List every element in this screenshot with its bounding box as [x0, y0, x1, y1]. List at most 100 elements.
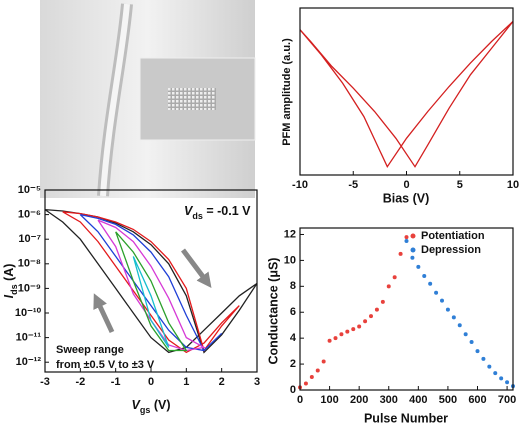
y-tick-label: 0: [290, 384, 296, 396]
point: [481, 356, 486, 361]
symbol: I: [2, 294, 16, 298]
symbol: V: [132, 398, 142, 412]
point: [327, 338, 332, 343]
x-tick-label: 5: [457, 179, 463, 191]
x-tick-label: -5: [348, 179, 358, 191]
point: [487, 364, 492, 369]
x-tick-label: -1: [111, 376, 121, 388]
y-axis-title: Ids (A): [2, 264, 19, 299]
x-tick-label: 0: [148, 376, 154, 388]
sweep-arrow: [181, 248, 212, 288]
legend-label: Potentiation: [421, 230, 485, 242]
y-tick-label: 10⁻¹¹: [16, 332, 42, 344]
x-tick-label: -3: [40, 376, 50, 388]
y-tick-label: 4: [290, 332, 297, 344]
x-tick-label: 1: [183, 376, 189, 388]
point: [398, 251, 403, 256]
point: [499, 376, 504, 381]
point: [428, 281, 433, 286]
point: [321, 359, 326, 364]
point: [404, 238, 409, 243]
point: [380, 299, 385, 304]
x-tick-label: -10: [292, 179, 308, 191]
point: [309, 375, 314, 380]
point: [351, 327, 356, 332]
line: [62, 211, 240, 354]
point: [440, 298, 444, 303]
point: [363, 319, 368, 324]
point: [410, 255, 415, 260]
y-tick-label: 10⁻⁶: [18, 209, 41, 221]
x-axis-title: Bias (V): [383, 191, 430, 205]
point: [457, 323, 462, 328]
x-tick-label: 600: [468, 394, 486, 406]
y-tick-label: 10⁻¹²: [16, 356, 42, 368]
axes-frame: [299, 227, 514, 391]
point: [386, 284, 391, 289]
y-tick-label: 10⁻⁷: [18, 233, 41, 245]
point: [374, 307, 379, 312]
y-tick-label: 8: [290, 280, 296, 292]
x-axis-title: Vgs (V): [132, 398, 171, 415]
y-tick-label: 10⁻¹⁰: [15, 307, 42, 319]
device-array: [168, 88, 216, 110]
point: [475, 349, 480, 354]
y-tick-label: 2: [290, 358, 296, 370]
y-axis-title: PFM amplitude (a.u.): [281, 38, 293, 146]
x-tick-label: 700: [498, 394, 516, 406]
point: [505, 380, 510, 385]
point: [493, 371, 498, 376]
y-tick-label: 12: [284, 228, 296, 240]
tube-highlight: [100, 3, 130, 197]
note: from ±0.5 V to ±3 V: [56, 359, 155, 371]
y-tick-label: 10⁻⁸: [18, 258, 41, 270]
point: [434, 290, 439, 295]
axes-frame: [299, 7, 514, 176]
point: [369, 314, 373, 319]
line: [45, 208, 257, 354]
annotation: Vds = -0.1 V: [184, 204, 251, 221]
axes-frame: [44, 189, 258, 373]
point: [422, 273, 427, 278]
legend-label: Depression: [421, 244, 481, 256]
point: [357, 324, 362, 329]
legend-marker: [410, 233, 416, 239]
point: [416, 264, 421, 269]
annotation-text: = -0.1 V: [203, 204, 251, 218]
unit: (A): [2, 264, 16, 285]
y-tick-label: 6: [290, 306, 296, 318]
x-tick-label: 0: [297, 394, 303, 406]
point: [303, 381, 308, 386]
point: [463, 332, 468, 337]
line: [300, 20, 513, 169]
y-axis-title: Conductance (μS): [266, 258, 280, 365]
subscript: ds: [9, 284, 19, 295]
subscript: ds: [192, 211, 203, 221]
legend-marker: [410, 247, 416, 253]
x-tick-label: 200: [350, 394, 368, 406]
line: [132, 256, 170, 348]
point: [469, 340, 474, 345]
point: [333, 336, 338, 341]
x-tick-label: 2: [219, 376, 225, 388]
x-tick-label: 300: [380, 394, 398, 406]
point: [445, 307, 450, 312]
line: [79, 213, 223, 352]
point: [404, 235, 409, 240]
x-tick-label: 500: [439, 394, 457, 406]
x-tick-label: -2: [75, 376, 85, 388]
subscript: gs: [140, 405, 151, 415]
x-tick-label: 0: [403, 179, 409, 191]
y-tick-label: 10: [284, 254, 296, 266]
y-tick-label: 10⁻⁹: [18, 282, 41, 294]
point: [339, 332, 344, 337]
x-tick-label: 400: [409, 394, 427, 406]
x-tick-label: 100: [320, 394, 338, 406]
point: [345, 329, 350, 334]
point: [451, 315, 456, 320]
y-tick-label: 10⁻⁵: [18, 184, 41, 196]
note: Sweep range: [56, 344, 124, 356]
symbol: V: [184, 204, 194, 218]
x-tick-label: 10: [507, 179, 519, 191]
